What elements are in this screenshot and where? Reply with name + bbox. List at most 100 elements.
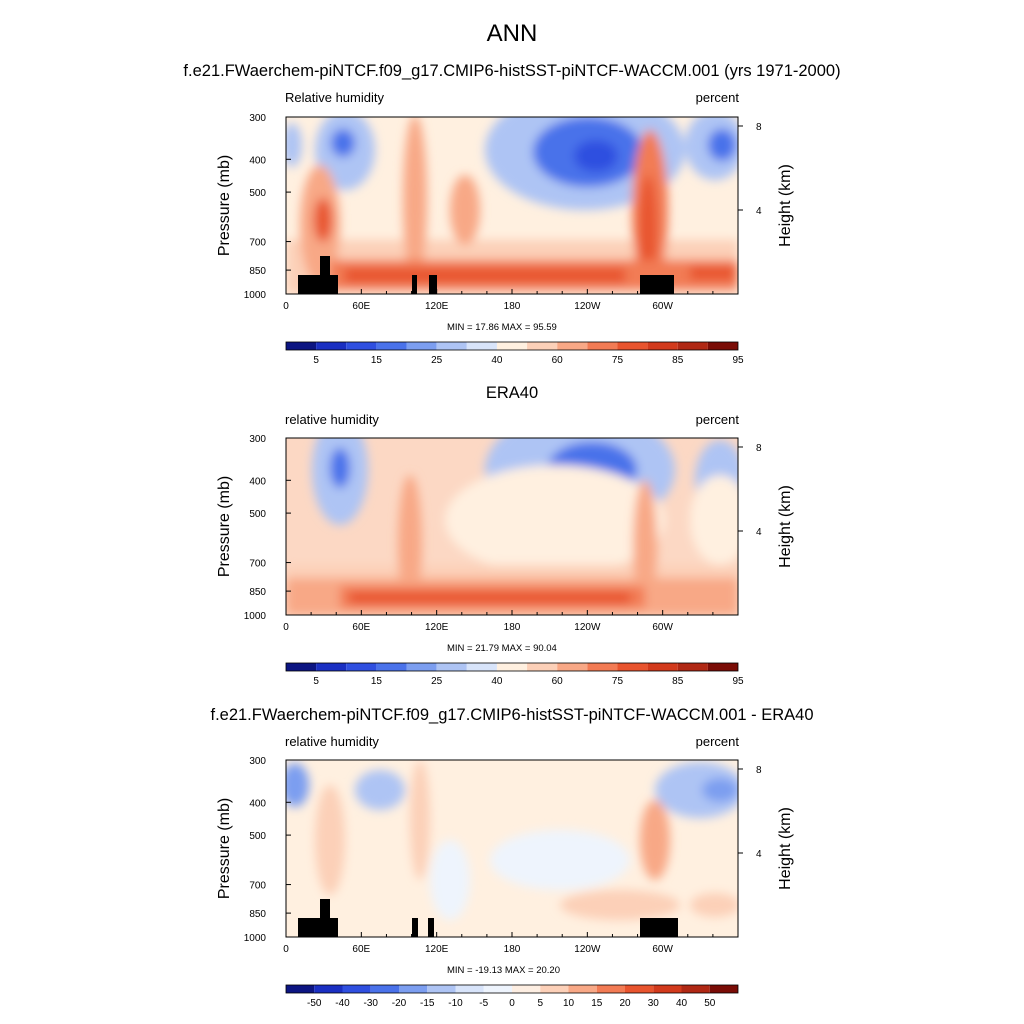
colorbar-swatch <box>406 342 437 350</box>
panel-3-plot: 0 60E 120E 180 120W 60W 300 400 500 700 850 1000 8 4 P… <box>216 756 794 955</box>
colorbar-swatch <box>707 663 738 671</box>
colorbar-swatch <box>342 985 371 993</box>
panel-3-variable-label: relative humidity <box>285 734 379 749</box>
colorbar-frame <box>285 662 739 672</box>
panel-3-title: f.e21.FWaerchem-piNTCF.f09_g17.CMIP6-his… <box>210 706 814 724</box>
colorbar-swatch <box>399 985 428 993</box>
y2-tick-label: 8 <box>756 443 762 454</box>
y-tick-label: 500 <box>249 509 266 520</box>
colorbar-label: -5 <box>479 998 488 1009</box>
colorbar-label: 5 <box>313 355 319 366</box>
panel-1-colorbar: 5 15 25 40 60 75 85 95 <box>285 341 744 366</box>
colorbar-swatch <box>647 663 678 671</box>
y2-tick-label: 4 <box>756 527 762 538</box>
y-axis-title: Pressure (mb) <box>216 798 233 899</box>
y-tick-label: 500 <box>249 188 266 199</box>
colorbar-label: 5 <box>537 998 543 1009</box>
panel-2-colorbar: 5 15 25 40 60 75 85 95 <box>285 662 744 687</box>
x-tick-label: 120W <box>574 944 601 955</box>
y-tick-label: 400 <box>249 155 266 166</box>
panel-2-variable-label: relative humidity <box>285 412 379 427</box>
colorbar-swatch <box>427 985 456 993</box>
colorbar-swatch <box>496 663 528 671</box>
y-tick-label: 700 <box>249 238 266 249</box>
colorbar-label: 85 <box>672 676 684 687</box>
colorbar-label: -15 <box>420 998 435 1009</box>
colorbar-label: -30 <box>364 998 379 1009</box>
colorbar-swatch <box>568 985 597 993</box>
panel-1-title: f.e21.FWaerchem-piNTCF.f09_g17.CMIP6-his… <box>183 62 841 80</box>
x-tick-label: 120W <box>574 301 601 312</box>
y-tick-label: 1000 <box>244 611 267 622</box>
y2-tick-label: 8 <box>756 122 762 133</box>
colorbar-label: 60 <box>552 676 564 687</box>
y2-tick-label: 4 <box>756 849 762 860</box>
x-tick-label: 0 <box>283 944 289 955</box>
panel-3-minmax-stats: MIN = -19.13 MAX = 20.20 <box>447 965 561 976</box>
colorbar-swatch <box>587 663 618 671</box>
panel-1-topography-mask <box>298 256 674 294</box>
colorbar-label: 85 <box>672 355 684 366</box>
colorbar-label: 0 <box>509 998 515 1009</box>
y-tick-label: 850 <box>249 587 266 598</box>
colorbar-swatch <box>709 985 738 993</box>
panel-3-contours <box>286 760 738 920</box>
panel-1-plot: 0 60E 120E 180 120W 60W 300 400 500 700 850 1000 8 4 P… <box>216 113 794 312</box>
x-tick-label: 180 <box>504 944 521 955</box>
y-axis-title: Pressure (mb) <box>216 155 233 256</box>
y-tick-label: 850 <box>249 909 266 920</box>
y-tick-label: 300 <box>249 756 266 767</box>
panel-1-variable-label: Relative humidity <box>285 90 384 105</box>
colorbar-swatch <box>596 985 625 993</box>
y-tick-label: 700 <box>249 881 266 892</box>
y-axis-title: Pressure (mb) <box>216 476 233 577</box>
y-tick-label: 700 <box>249 559 266 570</box>
colorbar-swatch <box>370 985 399 993</box>
colorbar-label: 75 <box>612 355 624 366</box>
x-tick-label: 0 <box>283 622 289 633</box>
y-tick-label: 500 <box>249 831 266 842</box>
x-tick-label: 120W <box>574 622 601 633</box>
colorbar-label: 95 <box>732 355 744 366</box>
colorbar-swatch <box>557 342 588 350</box>
y-tick-label: 300 <box>249 113 266 124</box>
x-tick-label: 120E <box>425 301 449 312</box>
y-tick-label: 1000 <box>244 290 267 301</box>
colorbar-label: 75 <box>612 676 624 687</box>
colorbar-swatch <box>346 663 377 671</box>
colorbar-label: 40 <box>491 355 503 366</box>
colorbar-swatch <box>677 342 708 350</box>
colorbar-frame <box>285 984 739 994</box>
colorbar-swatch <box>625 985 654 993</box>
panel-3-colorbar: -50 -40 -30 -20 -15 -10 -5 0 5 10 15 20 30 40 50 <box>285 984 739 1009</box>
colorbar-label: 15 <box>371 355 383 366</box>
panel-1-axes: 0 60E 120E 180 120W 60W 300 400 500 700 850 1000 8 4 P… <box>216 113 794 312</box>
panel-1-contours <box>286 117 738 294</box>
x-tick-label: 180 <box>504 301 521 312</box>
panel-1-minmax-stats: MIN = 17.86 MAX = 95.59 <box>447 322 557 333</box>
x-tick-label: 60W <box>652 301 673 312</box>
x-tick-label: 120E <box>425 944 449 955</box>
panel-1-units-label: percent <box>695 90 739 105</box>
colorbar-swatch <box>314 985 343 993</box>
colorbar-swatch <box>316 342 347 350</box>
colorbar-swatch <box>286 985 315 993</box>
colorbar-swatch <box>617 342 648 350</box>
y-tick-label: 400 <box>249 798 266 809</box>
colorbar-swatch <box>316 663 347 671</box>
colorbar-label: 25 <box>431 355 443 366</box>
colorbar-swatch <box>587 342 618 350</box>
panel-3-units-label: percent <box>695 734 739 749</box>
colorbar-label: 60 <box>552 355 564 366</box>
panel-2-title: ERA40 <box>485 384 539 402</box>
x-tick-label: 60W <box>652 944 673 955</box>
panel-3-axes: 0 60E 120E 180 120W 60W 300 400 500 700 850 1000 8 4 P… <box>216 756 794 955</box>
colorbar-label: 5 <box>313 676 319 687</box>
y2-tick-label: 8 <box>756 765 762 776</box>
colorbar-swatch <box>286 342 317 350</box>
colorbar-label: 50 <box>704 998 716 1009</box>
colorbar-swatch <box>466 342 497 350</box>
panel-3-topography-mask <box>298 899 678 937</box>
x-tick-label: 60E <box>352 622 370 633</box>
